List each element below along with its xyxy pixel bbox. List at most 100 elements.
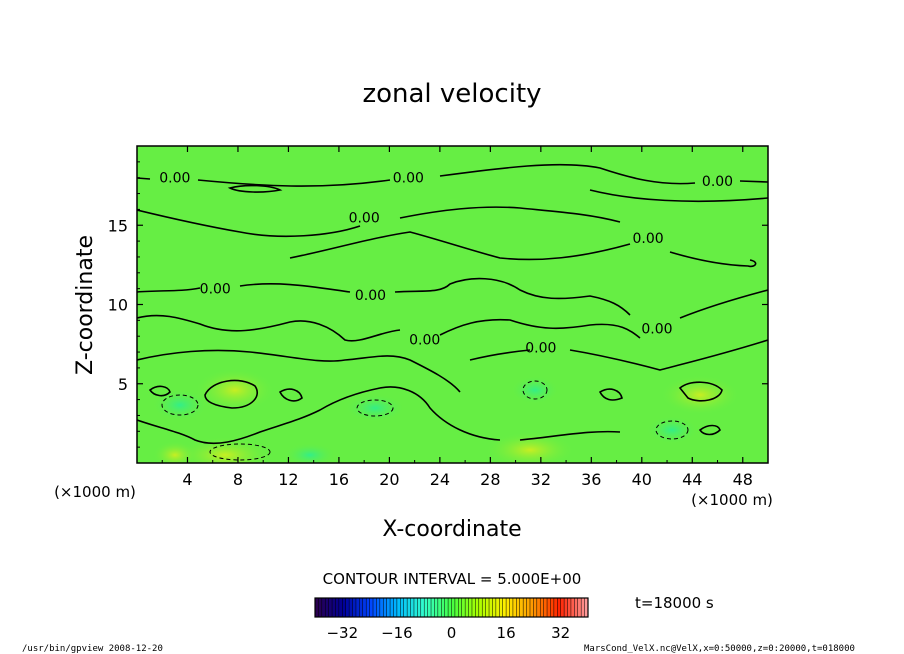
contour-label: 0.00: [159, 171, 190, 187]
colorbar-swatch: [461, 598, 466, 617]
colorbar-swatch: [407, 598, 411, 617]
contour-label: 0.00: [200, 282, 231, 298]
colorbar-swatch: [424, 598, 429, 617]
contour-line: [278, 388, 303, 402]
time-label: t=18000 s: [635, 594, 714, 612]
x-tick-label: 44: [682, 470, 702, 489]
colorbar-swatch: [492, 598, 497, 617]
colorbar-swatch: [553, 598, 558, 617]
x-axis: 4 8 12 16 20 24 28 32 36 40 44 48: [161, 146, 753, 489]
colorbar-swatch: [362, 598, 367, 617]
chart-title: zonal velocity: [362, 79, 541, 109]
x-tick-label: 36: [581, 470, 601, 489]
footer-left: /usr/bin/gpview 2008-12-20: [22, 644, 163, 654]
x-tick-label: 24: [430, 470, 450, 489]
colorbar-swatch: [475, 598, 480, 617]
negative-contour: [655, 420, 689, 440]
colorbar-swatch: [355, 598, 360, 617]
colorbar-swatch: [400, 598, 405, 617]
colorbar-swatch: [332, 598, 336, 617]
y-axis-label: Z-coordinate: [73, 235, 98, 375]
colorbar-swatch: [458, 598, 463, 617]
colorbar-swatch: [489, 598, 493, 617]
colorbar-tick-label: 16: [497, 624, 516, 642]
colorbar-swatch: [560, 598, 565, 617]
y-tick-label: 5: [118, 375, 128, 394]
plot-area: 0.00 0.00 0.00 0.00 0.00 0.00 0.00 0.00 0.00 0.00: [136, 145, 769, 464]
contour-label: 0.00: [393, 171, 424, 187]
colorbar-swatch: [550, 598, 555, 617]
positive-region: [485, 432, 575, 463]
colorbar-swatch: [420, 598, 425, 617]
plot-background: [137, 146, 768, 463]
colorbar-swatch: [526, 598, 531, 617]
colorbar-swatch: [574, 598, 579, 617]
contour-label: 0.00: [702, 174, 733, 190]
colorbar-swatch: [502, 598, 507, 617]
contour-label: 0.00: [633, 231, 664, 247]
colorbar-swatch: [366, 598, 370, 617]
negative-contours: [161, 380, 689, 461]
contour-line: [598, 388, 623, 401]
negative-contour: [522, 380, 548, 400]
contour-line: [137, 277, 768, 319]
contour-line: [678, 381, 723, 402]
colorbar-swatch: [512, 598, 517, 617]
x-tick-label: 8: [233, 470, 243, 489]
colorbar-swatch: [577, 598, 582, 617]
y-tick-label: 10: [108, 296, 128, 315]
y-tick-label: 15: [108, 216, 128, 235]
x-tick-label: 16: [329, 470, 349, 489]
negative-region: [511, 376, 559, 404]
colorbar-swatch: [536, 598, 541, 617]
colorbar-swatch: [315, 598, 319, 617]
x-tick-label: 48: [733, 470, 753, 489]
colorbar-swatch: [431, 598, 435, 617]
contour-interval-label: CONTOUR INTERVAL = 5.000E+00: [323, 570, 582, 588]
x-unit-right: (×1000 m): [691, 491, 773, 509]
contour-label: 0.00: [525, 340, 556, 356]
colorbar-tick-label: −32: [326, 624, 358, 642]
colorbar-swatch: [499, 598, 504, 617]
colorbar-swatch: [434, 598, 439, 617]
colorbar-swatch: [342, 598, 347, 617]
colorbar-swatch: [471, 598, 476, 617]
colorbar-swatch: [352, 598, 357, 617]
colorbar-frame: [314, 597, 589, 618]
colorbar-swatch: [338, 598, 343, 617]
contour-labels: 0.00 0.00 0.00 0.00 0.00 0.00 0.00 0.00 0.00 0.00: [159, 171, 733, 357]
colorbar-swatch: [543, 598, 548, 617]
colorbar-swatch: [547, 598, 551, 617]
x-tick-label: 28: [480, 470, 500, 489]
colorbar-swatch: [441, 598, 446, 617]
contour-line: [137, 314, 401, 342]
contour-line: [669, 251, 757, 268]
negative-region: [152, 389, 208, 421]
contour-line: [137, 386, 621, 445]
colorbar-swatch: [506, 598, 510, 617]
colorbar-swatch: [523, 598, 527, 617]
contour-line: [204, 379, 258, 409]
footer-right: MarsCond_VelX.nc@VelX,x=0:50000,z=0:2000…: [584, 644, 855, 654]
x-unit-left: (×1000 m): [54, 483, 136, 501]
contour-line: [137, 163, 768, 187]
colorbar-swatch: [417, 598, 422, 617]
positive-region: [195, 368, 275, 412]
contour-line: [227, 184, 283, 193]
negative-region: [646, 416, 698, 444]
colorbar-swatch: [379, 598, 384, 617]
colorbar-swatch: [468, 598, 473, 617]
x-tick-label: 40: [632, 470, 652, 489]
contour-label: 0.00: [355, 288, 386, 304]
colorbar-swatch: [359, 598, 364, 617]
x-tick-label: 32: [531, 470, 551, 489]
colorbar-swatch: [390, 598, 394, 617]
positive-region: [153, 441, 197, 463]
contour-label: 0.00: [641, 321, 672, 337]
contour-lines: [137, 163, 768, 445]
positive-region: [660, 375, 740, 415]
colorbar-swatch: [376, 598, 381, 617]
colorbar-swatch: [325, 598, 330, 617]
colorbar-tick-label: 32: [551, 624, 570, 642]
x-tick-label: 20: [379, 470, 399, 489]
